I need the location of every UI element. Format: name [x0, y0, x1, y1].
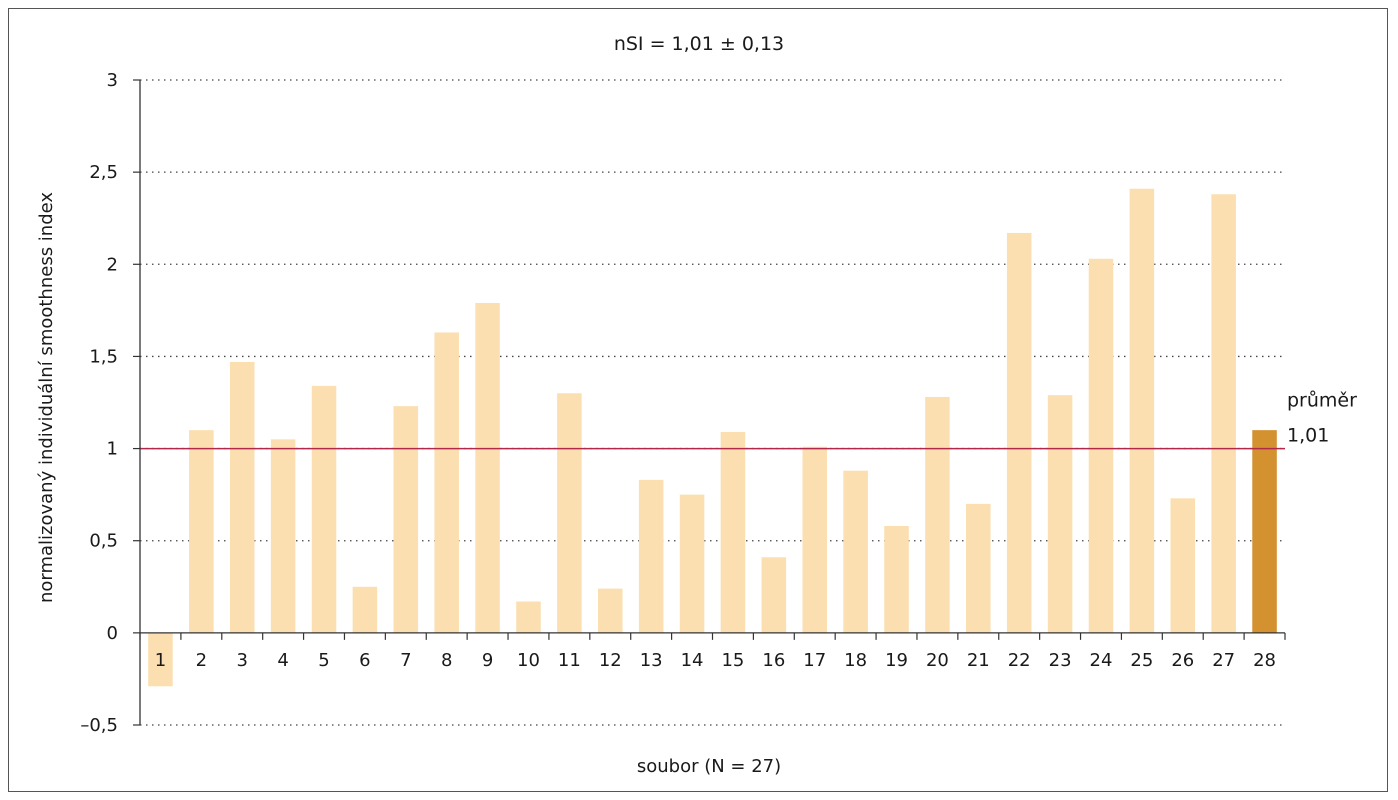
x-tick-label: 23 [1049, 650, 1072, 671]
x-tick-label: 24 [1090, 650, 1113, 671]
bar [352, 586, 378, 633]
bar [884, 525, 909, 633]
bar [1006, 232, 1032, 633]
x-tick-label: 26 [1171, 650, 1194, 671]
chart-title: nSI = 1,01 ± 0,13 [614, 33, 784, 55]
bar [925, 396, 950, 633]
reference-line-value: 1,01 [1287, 425, 1329, 447]
bar [475, 302, 500, 633]
labels: –0,500,511,522,531 2 3 4 5 6 7 8 9 10 11 12 13 14 15 16… [80, 70, 1276, 736]
x-tick-label: 6 [359, 650, 370, 671]
bar [1088, 258, 1114, 633]
bar [557, 393, 582, 633]
x-tick-label: 19 [885, 650, 908, 671]
bar [270, 439, 296, 633]
x-tick-label: 3 [237, 650, 248, 671]
y-tick-label: –0,5 [80, 715, 118, 736]
x-tick-label: 10 [517, 650, 540, 671]
x-tick-label: 15 [721, 650, 744, 671]
y-tick-label: 1 [107, 439, 118, 460]
y-tick-label: 2 [107, 254, 118, 275]
bar [516, 601, 541, 633]
x-tick-label: 12 [599, 650, 622, 671]
bar [679, 494, 705, 633]
x-tick-label: 20 [926, 650, 949, 671]
x-tick-label: 7 [400, 650, 411, 671]
bars [148, 188, 1277, 687]
bar [638, 479, 664, 633]
bar [966, 503, 991, 633]
x-tick-label: 22 [1008, 650, 1031, 671]
x-tick-label: 17 [803, 650, 826, 671]
x-tick-label: 21 [967, 650, 990, 671]
bar [1047, 395, 1073, 633]
bar [843, 470, 868, 633]
bar [148, 632, 173, 687]
bar [189, 430, 214, 633]
y-tick-label: 0,5 [89, 531, 118, 552]
x-tick-label: 28 [1253, 650, 1276, 671]
x-tick-label: 14 [681, 650, 704, 671]
x-tick-label: 9 [482, 650, 493, 671]
bar [434, 332, 459, 633]
bar [761, 557, 787, 633]
bar [720, 431, 746, 633]
x-tick-label: 13 [640, 650, 663, 671]
bar [393, 406, 419, 633]
bar [229, 361, 255, 633]
y-tick-label: 2,5 [89, 162, 118, 183]
bar [1170, 498, 1196, 633]
bar [1129, 188, 1155, 633]
reference-line-label: průměr [1287, 390, 1357, 412]
bar [1252, 430, 1277, 633]
x-tick-label: 16 [762, 650, 785, 671]
x-tick-label: 8 [441, 650, 452, 671]
y-tick-label: 1,5 [89, 346, 118, 367]
y-tick-label: 0 [107, 623, 118, 644]
x-tick-label: 25 [1130, 650, 1153, 671]
x-tick-label: 5 [318, 650, 329, 671]
bar [1211, 194, 1236, 633]
x-tick-label: 2 [196, 650, 207, 671]
y-axis-title: normalizovaný individuální smoothness in… [36, 192, 57, 603]
bar [802, 446, 827, 633]
bar [598, 588, 623, 633]
bar [311, 385, 337, 633]
x-tick-label: 4 [277, 650, 288, 671]
axes [133, 79, 1286, 726]
x-tick-label: 18 [844, 650, 867, 671]
x-tick-label: 27 [1212, 650, 1235, 671]
y-tick-label: 3 [107, 70, 118, 91]
x-axis-title: soubor (N = 27) [637, 756, 781, 777]
x-tick-label: 1 [155, 650, 166, 671]
x-tick-label: 11 [558, 650, 581, 671]
